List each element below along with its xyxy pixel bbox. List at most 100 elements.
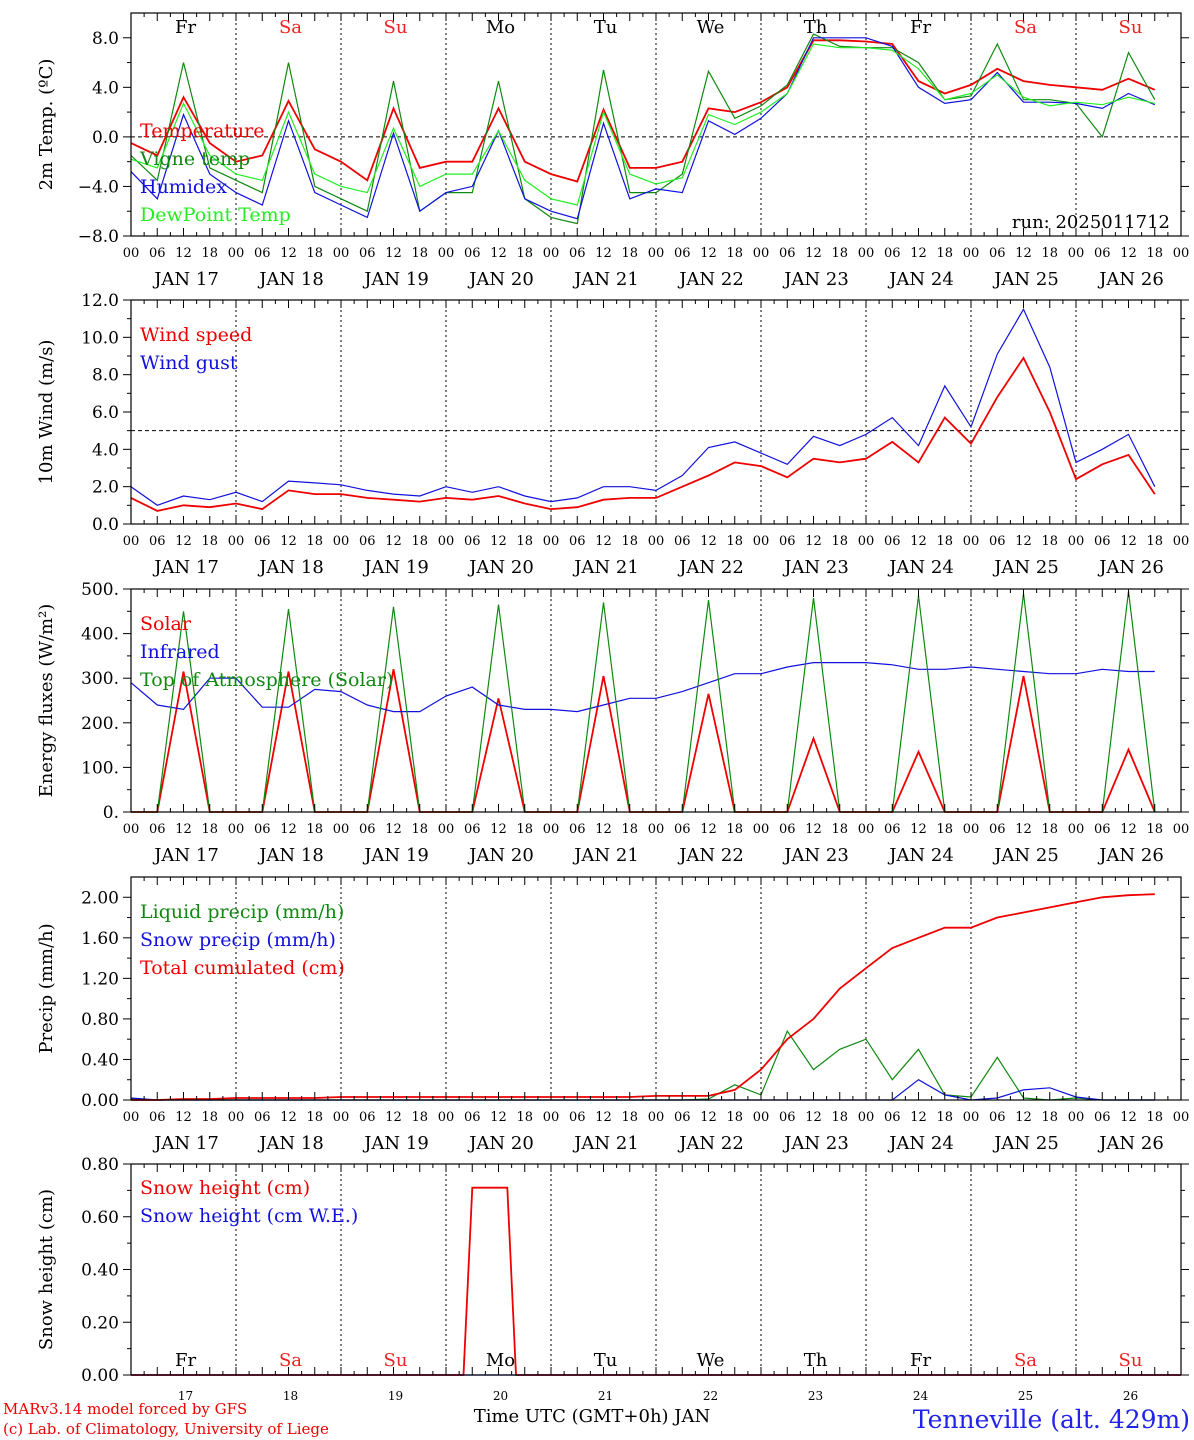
panel-2: 0.0 2.0 4.0 6.0 8.0 10.0 12.0 10m Wind (m/s) Win… <box>36 291 1189 578</box>
hour-tick-label: 12 <box>385 534 402 549</box>
hour-tick-label: 06 <box>359 822 376 837</box>
hour-tick-label: 18 <box>201 246 218 261</box>
day-label: Tu <box>594 17 618 38</box>
panel-4: 0.00 0.40 0.80 1.20 1.60 2.00 Precip (mm/h) Liq… <box>36 876 1189 1154</box>
y-tick-label: 0.0 <box>92 128 119 148</box>
hour-tick-label: 18 <box>411 246 428 261</box>
hour-tick-label: 00 <box>333 822 350 837</box>
day-number-label: 19 <box>388 1389 403 1403</box>
series-line-3 <box>131 893 1155 1101</box>
hour-tick-label: 18 <box>516 1110 533 1125</box>
hour-tick-label: 12 <box>1120 1110 1137 1125</box>
hour-tick-label: 00 <box>963 246 980 261</box>
y-tick-label: 0.40 <box>81 1050 119 1070</box>
hour-tick-label: 18 <box>1041 1110 1058 1125</box>
hour-tick-label: 12 <box>175 822 192 837</box>
y-tick-label: 0.80 <box>81 1155 119 1175</box>
hour-tick-label: 00 <box>333 534 350 549</box>
hour-tick-label: 06 <box>569 1110 586 1125</box>
hour-tick-label: 06 <box>359 534 376 549</box>
date-label: JAN 26 <box>1097 557 1164 578</box>
hour-tick-label: 18 <box>1041 534 1058 549</box>
date-label: JAN 22 <box>677 269 744 290</box>
day-number-label: 25 <box>1018 1389 1033 1403</box>
y-tick-label: 0.00 <box>81 1366 119 1386</box>
hour-tick-label: 06 <box>254 822 271 837</box>
day-number-label: 21 <box>598 1389 613 1403</box>
hour-tick-label: 12 <box>280 246 297 261</box>
hour-tick-label: 18 <box>936 534 953 549</box>
hour-tick-label: 18 <box>1146 1110 1163 1125</box>
hour-tick-label: 18 <box>1041 246 1058 261</box>
hour-tick-label: 18 <box>936 822 953 837</box>
station-label: Tenneville (alt. 429m) <box>913 1405 1190 1434</box>
y-tick-label: 0.40 <box>81 1261 119 1281</box>
hour-tick-label: 12 <box>385 246 402 261</box>
hour-tick-label: 06 <box>674 822 691 837</box>
y-tick-label: 500. <box>81 580 119 600</box>
legend-entry: Snow precip (mm/h) <box>140 929 336 951</box>
y-tick-label: 0.60 <box>81 1208 119 1228</box>
hour-tick-label: 06 <box>1094 246 1111 261</box>
panel-3: 0. 100. 200. 300. 400. 500. Energy fluxes (W/m… <box>36 580 1189 866</box>
time-axis-label: Time UTC (GMT+0h) JAN <box>474 1406 711 1427</box>
hour-tick-label: 18 <box>201 822 218 837</box>
y-tick-label: 0.20 <box>81 1313 119 1333</box>
hour-tick-label: 12 <box>1120 534 1137 549</box>
hour-tick-label: 18 <box>726 822 743 837</box>
hour-tick-label: 06 <box>884 246 901 261</box>
date-label: JAN 24 <box>887 845 954 866</box>
hour-tick-label: 06 <box>1094 822 1111 837</box>
day-label: We <box>697 17 725 38</box>
hour-tick-label: 18 <box>621 534 638 549</box>
hour-tick-label: 00 <box>1068 822 1085 837</box>
date-label: JAN 19 <box>362 845 429 866</box>
hour-tick-label: 18 <box>726 246 743 261</box>
hour-tick-label: 12 <box>490 246 507 261</box>
hour-tick-label: 12 <box>280 534 297 549</box>
hour-tick-label: 18 <box>411 1110 428 1125</box>
day-number-label: 17 <box>178 1389 193 1403</box>
date-label: JAN 22 <box>677 1133 744 1154</box>
hour-tick-label: 18 <box>831 246 848 261</box>
hour-tick-label: 06 <box>989 1110 1006 1125</box>
hour-tick-label: 00 <box>753 246 770 261</box>
date-label: JAN 22 <box>677 845 744 866</box>
hour-tick-label: 06 <box>359 1110 376 1125</box>
day-label: Fr <box>175 1350 196 1371</box>
date-label: JAN 24 <box>887 1133 954 1154</box>
legend-entry: Solar <box>140 613 192 635</box>
hour-tick-label: 12 <box>175 534 192 549</box>
hour-tick-label: 00 <box>123 822 140 837</box>
hour-tick-label: 06 <box>569 822 586 837</box>
date-label: JAN 17 <box>152 845 219 866</box>
y-tick-label: 8.0 <box>92 366 119 386</box>
y-tick-label: 200. <box>81 714 119 734</box>
day-label: Su <box>1119 1350 1143 1371</box>
legend-entry: Snow height (cm W.E.) <box>140 1205 358 1227</box>
hour-tick-label: 18 <box>411 534 428 549</box>
day-label: Mo <box>486 17 515 38</box>
hour-tick-label: 00 <box>858 246 875 261</box>
date-label: JAN 23 <box>782 845 849 866</box>
date-label: JAN 17 <box>152 557 219 578</box>
y-axis-title: 2m Temp. (ºC) <box>36 59 57 191</box>
hour-tick-label: 12 <box>490 1110 507 1125</box>
lab-credit: (c) Lab. of Climatology, University of L… <box>3 1420 329 1438</box>
hour-tick-label: 18 <box>831 534 848 549</box>
day-label: Sa <box>1014 1350 1037 1371</box>
date-label: JAN 20 <box>467 269 534 290</box>
hour-tick-label: 00 <box>438 246 455 261</box>
y-tick-label: 10.0 <box>81 328 119 348</box>
hour-tick-label: 18 <box>831 822 848 837</box>
legend-entry: Temperature <box>140 120 264 142</box>
hour-tick-label: 12 <box>700 246 717 261</box>
hour-tick-label: 18 <box>726 534 743 549</box>
date-label: JAN 21 <box>572 1133 639 1154</box>
y-tick-label: −8.0 <box>78 227 119 247</box>
legend-entry: Wind gust <box>140 352 238 374</box>
day-label: Tu <box>594 1350 618 1371</box>
hour-tick-label: 18 <box>621 246 638 261</box>
hour-tick-label: 00 <box>228 246 245 261</box>
legend-entry: Total cumulated (cm) <box>140 957 345 979</box>
